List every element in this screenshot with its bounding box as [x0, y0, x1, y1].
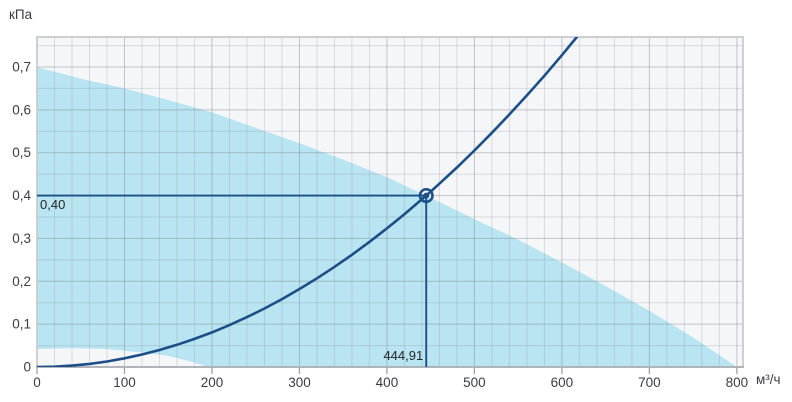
y-axis-labels: 0 0,1 0,2 0,3 0,4 0,5 0,6 0,7 — [12, 60, 31, 375]
x-tick-label: 800 — [726, 375, 749, 390]
operating-point-dot[interactable] — [423, 192, 430, 199]
x-tick-label: 400 — [376, 375, 399, 390]
operating-point-flow-label: 444,91 — [383, 348, 423, 363]
y-tick-label: 0,6 — [12, 102, 31, 117]
grid-minor — [37, 37, 743, 367]
grid-major — [37, 37, 743, 367]
x-tick-label: 700 — [638, 375, 661, 390]
x-tick-label: 100 — [113, 375, 136, 390]
x-tick-label: 600 — [551, 375, 574, 390]
x-tick-label: 300 — [288, 375, 311, 390]
system-resistance-curve — [37, 37, 579, 367]
y-tick-label: 0 — [23, 360, 31, 375]
fan-operating-region-area — [37, 67, 737, 367]
y-tick-label: 0,4 — [12, 188, 31, 203]
operating-point-marker[interactable] — [418, 188, 434, 204]
x-axis-ticks: 0 100 200 300 400 500 600 700 800 — [33, 368, 748, 390]
y-tick-label: 0,2 — [12, 274, 31, 289]
x-tick-label: 0 — [33, 375, 41, 390]
y-tick-label: 0,3 — [12, 231, 31, 246]
y-tick-label: 0,1 — [12, 317, 31, 332]
x-axis-unit-label: м³/ч — [756, 372, 781, 387]
x-tick-label: 500 — [463, 375, 486, 390]
y-tick-label: 0,5 — [12, 145, 31, 160]
operating-point-ring[interactable] — [418, 188, 434, 204]
operating-point-pressure-label: 0,40 — [40, 197, 65, 212]
y-axis-unit-label: кПа — [9, 7, 33, 22]
y-tick-label: 0,7 — [12, 60, 31, 75]
x-tick-label: 200 — [201, 375, 224, 390]
